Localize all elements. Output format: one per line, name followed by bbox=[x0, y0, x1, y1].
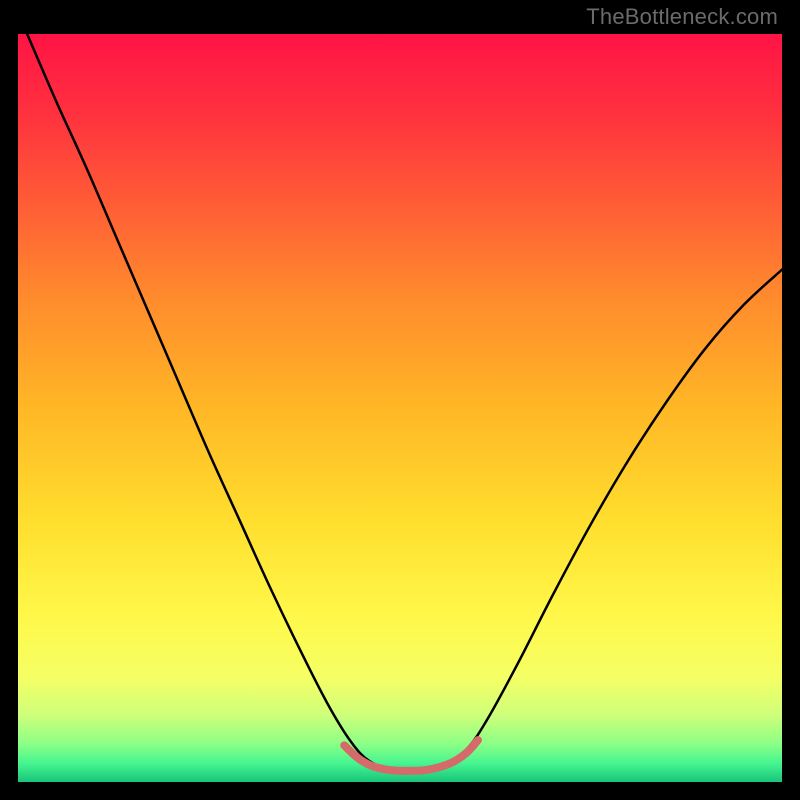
watermark-text: TheBottleneck.com bbox=[586, 4, 778, 30]
plot-area bbox=[18, 34, 782, 782]
plot-background bbox=[18, 34, 782, 782]
chart-frame: TheBottleneck.com bbox=[0, 0, 800, 800]
chart-svg bbox=[18, 34, 782, 782]
